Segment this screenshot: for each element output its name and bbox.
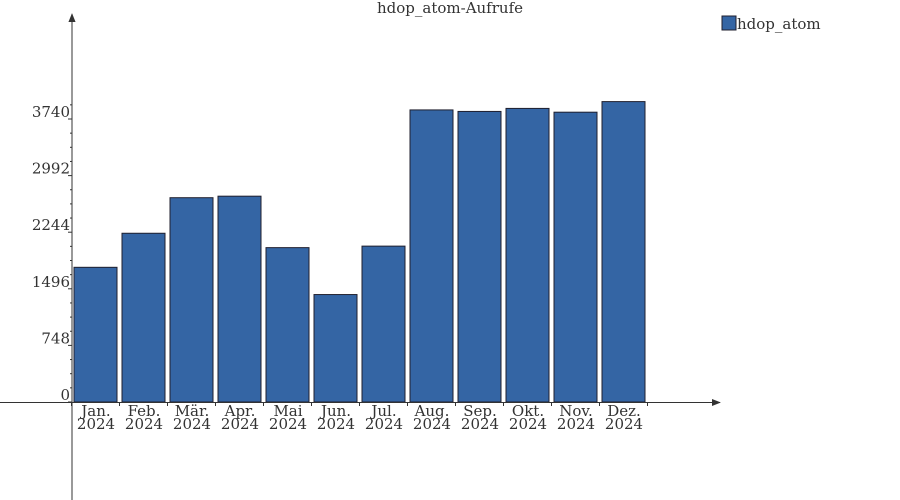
y-tick-label: 748: [41, 329, 70, 347]
x-tick-label-month: Nov.: [559, 402, 593, 420]
chart-title: hdop_atom-Aufrufe: [377, 0, 523, 17]
bar-12: [601, 101, 646, 403]
legend-label: hdop_atom: [737, 15, 821, 33]
x-tick-label-month: Apr.: [224, 402, 256, 420]
y-tick-label: 1496: [32, 273, 70, 291]
x-tick-label-year: 2024: [557, 415, 595, 433]
x-tick-label-year: 2024: [269, 415, 307, 433]
y-tick-label: 0: [60, 386, 70, 404]
bar-6: [313, 294, 358, 403]
x-tick-label-month: Feb.: [128, 402, 161, 420]
bar-10: [505, 107, 550, 403]
bars-group: [73, 101, 646, 403]
x-tick-label-year: 2024: [365, 415, 403, 433]
x-tick-label-year: 2024: [413, 415, 451, 433]
x-tick-label-year: 2024: [221, 415, 259, 433]
bar-1: [73, 266, 118, 403]
bar-5: [265, 247, 310, 403]
x-tick-label-year: 2024: [605, 415, 643, 433]
y-tick-label: 3740: [32, 103, 70, 121]
bar-11: [553, 111, 598, 403]
x-tick-label-year: 2024: [173, 415, 211, 433]
x-tick-label-month: Jul.: [369, 402, 396, 420]
bar-7: [361, 245, 406, 403]
x-tick-label-year: 2024: [125, 415, 163, 433]
x-tick-label-month: Jun.: [319, 402, 351, 420]
bar-8: [409, 109, 454, 403]
x-tick-label-month: Mär.: [175, 402, 210, 420]
legend-swatch: [721, 15, 737, 31]
legend: hdop_atom: [721, 15, 821, 33]
x-tick-label-month: Dez.: [607, 402, 641, 420]
x-tick-label-month: Mai: [273, 402, 302, 420]
bar-3: [169, 197, 214, 403]
x-tick-label-year: 2024: [461, 415, 499, 433]
x-tick-label-year: 2024: [509, 415, 547, 433]
x-ticks-group: Jan.2024Feb.2024Mär.2024Apr.2024Mai2024J…: [71, 402, 648, 433]
x-tick-label-year: 2024: [317, 415, 355, 433]
bar-4: [217, 195, 262, 403]
x-tick-label-year: 2024: [77, 415, 115, 433]
x-tick-label-month: Okt.: [512, 402, 544, 420]
y-tick-label: 2244: [32, 216, 70, 234]
x-tick-label-month: Sep.: [463, 402, 497, 420]
bar-2: [121, 232, 166, 403]
y-tick-label: 2992: [32, 160, 70, 178]
y-ticks-group: 0 748 1496 2244 2992 3740: [32, 103, 72, 404]
x-tick-label-month: Aug.: [414, 402, 450, 420]
bar-9: [457, 110, 502, 403]
x-tick-label-month: Jan.: [79, 402, 110, 420]
